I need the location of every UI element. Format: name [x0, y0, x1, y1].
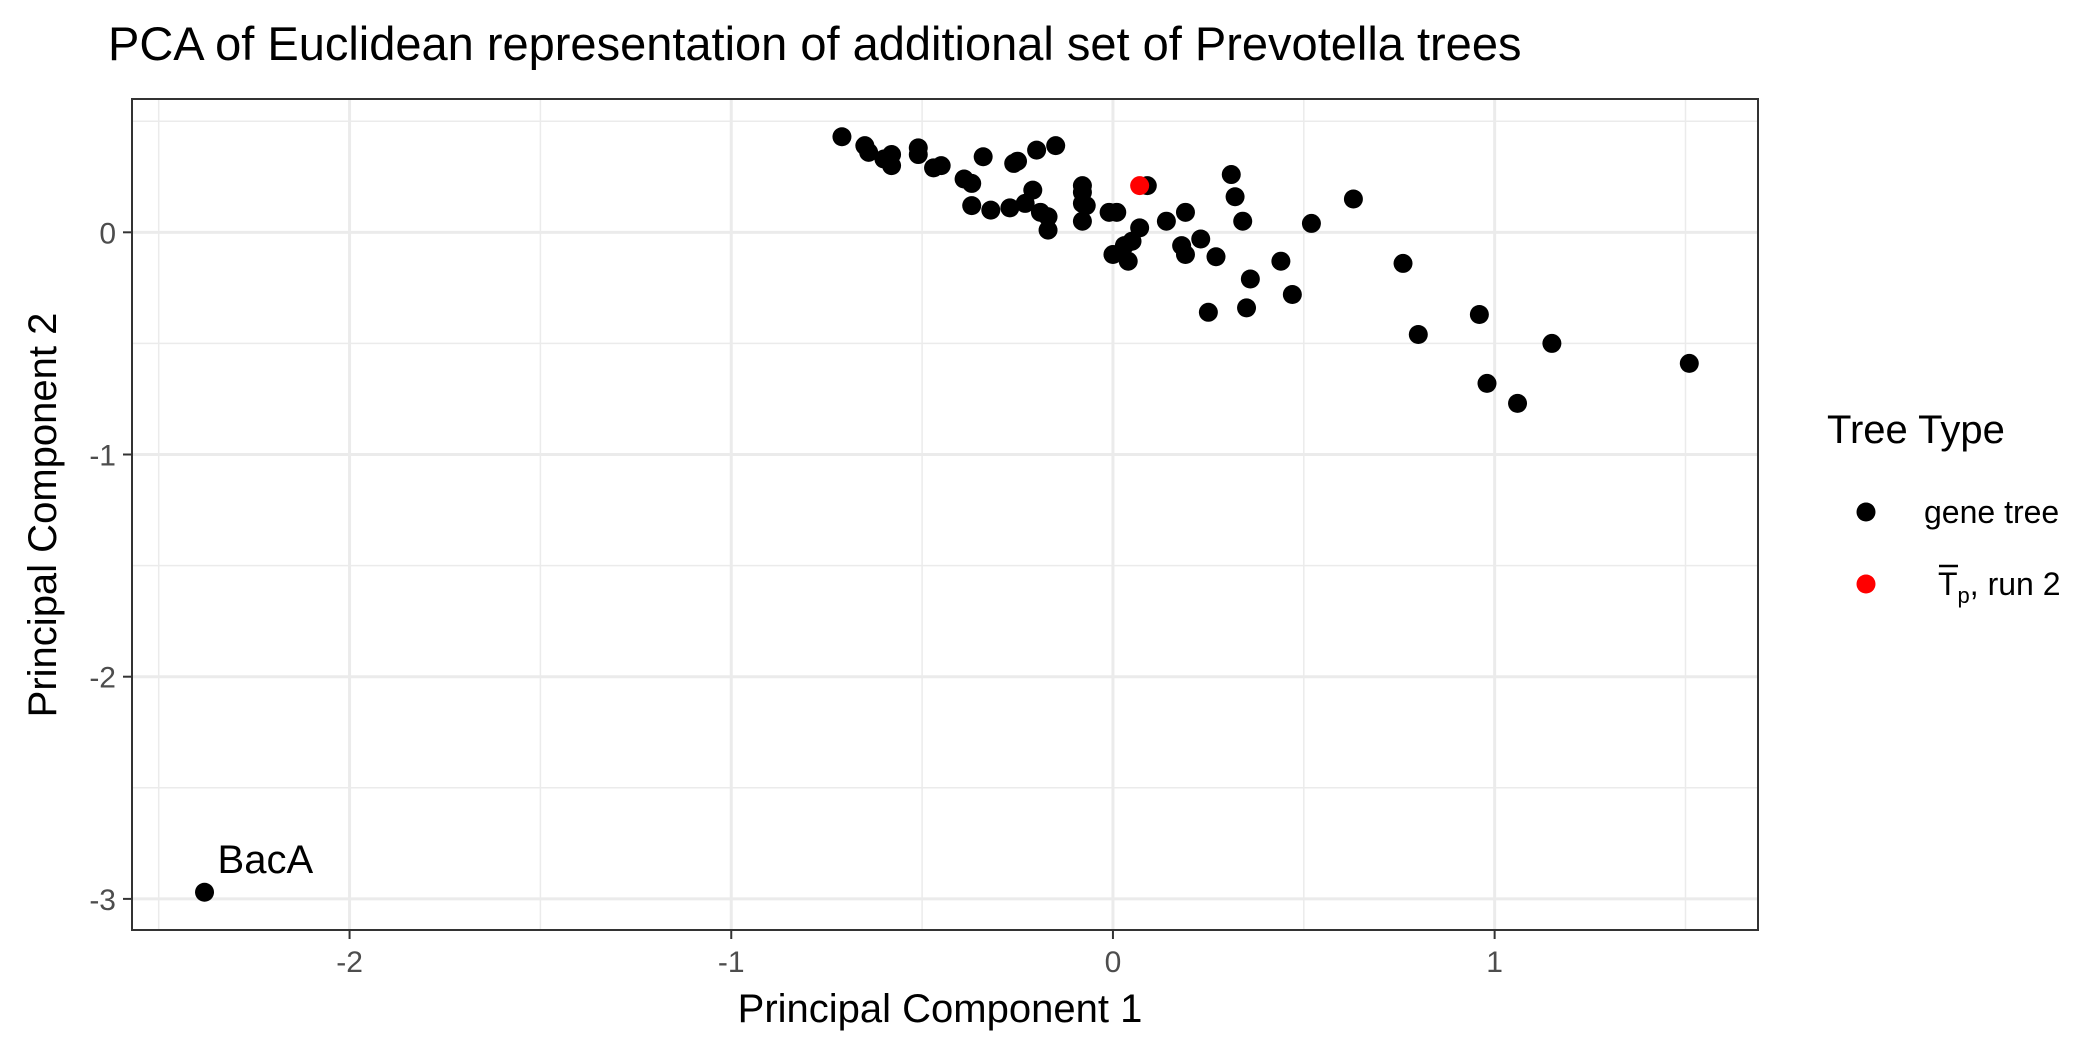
data-point-gene-tree — [1233, 211, 1253, 231]
data-point-gene-tree — [1343, 189, 1363, 209]
annotations: BacA — [218, 838, 314, 882]
data-point-gene-tree — [1130, 218, 1150, 238]
data-point-gene-tree — [1477, 373, 1497, 393]
data-point-gene-tree — [1225, 187, 1245, 207]
legend-key-gene-tree — [1856, 502, 1876, 522]
data-point-gene-tree — [1023, 180, 1043, 200]
legend-label-gene-tree: gene tree — [1924, 494, 2059, 530]
data-point-gene-tree — [1038, 220, 1058, 240]
x-tick-label: 0 — [1105, 946, 1122, 979]
data-point-gene-tree — [1156, 211, 1176, 231]
data-point-gene-tree — [1469, 305, 1489, 325]
data-point-gene-tree — [1175, 202, 1195, 222]
data-point-gene-tree — [1191, 229, 1211, 249]
annotation-label: BacA — [218, 838, 314, 882]
data-point-gene-tree — [1221, 165, 1241, 185]
data-point-gene-tree — [1076, 196, 1096, 216]
chart-title: PCA of Euclidean representation of addit… — [108, 17, 1521, 70]
data-point-gene-tree — [1198, 302, 1218, 322]
legend-key-tp-run-2 — [1856, 574, 1876, 594]
x-axis-title: Principal Component 1 — [738, 987, 1143, 1031]
data-point-gene-tree — [931, 156, 951, 176]
data-point-gene-tree — [962, 173, 982, 193]
legend-label-tp-run-2: Tp, run 2 — [1938, 566, 2061, 608]
plot-panel — [131, 98, 1759, 931]
data-point-gene-tree — [1679, 353, 1699, 373]
data-point-gene-tree — [1408, 325, 1428, 345]
data-point-gene-tree — [1237, 298, 1257, 318]
y-axis-title: Principal Component 2 — [21, 313, 65, 718]
y-tick-label: -3 — [89, 884, 116, 917]
axis-ticks: -2 -1 0 1 0 -1 -2 -3 — [89, 217, 1503, 979]
data-point-gene-tree — [1175, 245, 1195, 265]
data-point-gene-tree — [908, 145, 928, 165]
data-point-gene-tree — [962, 196, 982, 216]
data-point-gene-tree — [1206, 247, 1226, 267]
x-tick-label: -1 — [718, 946, 745, 979]
data-point-gene-tree — [1107, 202, 1127, 222]
data-point-gene-tree — [1282, 285, 1302, 305]
legend-title: Tree Type — [1827, 408, 2005, 452]
data-points — [195, 127, 1699, 902]
legend: Tree Type gene tree Tp, run 2 — [1827, 408, 2061, 608]
y-tick-label: -2 — [89, 662, 116, 695]
data-point-gene-tree — [882, 156, 902, 176]
data-point-gene-tree — [1046, 136, 1066, 156]
panel-border — [131, 98, 1759, 931]
data-point-gene-tree — [1271, 251, 1291, 271]
data-point-gene-tree — [1508, 393, 1528, 413]
data-point-gene-tree — [1038, 207, 1058, 227]
panel-background — [132, 99, 1758, 930]
data-point-tp-run-2 — [1130, 176, 1150, 196]
data-point-gene-tree — [1301, 213, 1321, 233]
data-point-gene-tree — [195, 882, 215, 902]
data-point-gene-tree — [1118, 251, 1138, 271]
data-point-gene-tree — [973, 147, 993, 167]
data-point-gene-tree — [1072, 211, 1092, 231]
y-tick-label: 0 — [99, 217, 116, 250]
data-point-gene-tree — [1240, 269, 1260, 289]
data-point-gene-tree — [981, 200, 1001, 220]
data-point-gene-tree — [1000, 198, 1020, 218]
data-point-gene-tree — [859, 142, 879, 162]
data-point-gene-tree — [1542, 333, 1562, 353]
x-tick-label: 1 — [1486, 946, 1503, 979]
x-tick-label: -2 — [336, 946, 363, 979]
data-point-gene-tree — [1393, 253, 1413, 273]
y-tick-label: -1 — [89, 440, 116, 473]
data-point-gene-tree — [1008, 151, 1028, 171]
data-point-gene-tree — [832, 127, 852, 147]
data-point-gene-tree — [1027, 140, 1047, 160]
